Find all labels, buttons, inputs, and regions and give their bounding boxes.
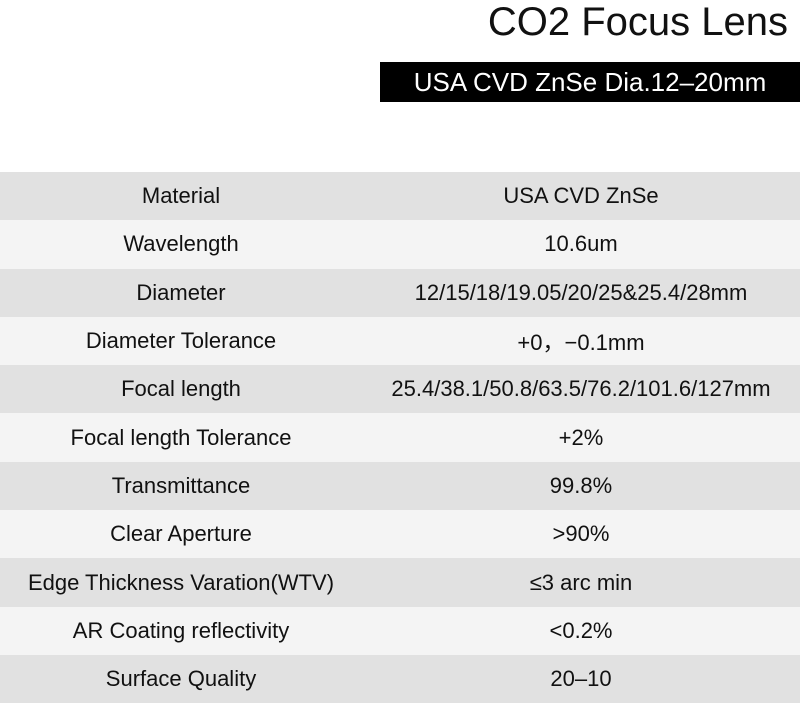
table-row: AR Coating reflectivity <0.2% bbox=[0, 606, 800, 655]
table-row: Focal length 25.4/38.1/50.8/63.5/76.2/101… bbox=[0, 365, 800, 414]
spec-table: Material USA CVD ZnSe Wavelength 10.6um Diam… bbox=[0, 172, 800, 703]
table-row: Wavelength 10.6um bbox=[0, 220, 800, 269]
spec-value: +2% bbox=[558, 424, 604, 450]
spec-name: Diameter Tolerance bbox=[85, 328, 277, 354]
spec-name: Focal length Tolerance bbox=[70, 424, 292, 450]
subtitle: USA CVD ZnSe Dia.12–20mm bbox=[380, 62, 800, 102]
spec-value: <0.2% bbox=[549, 617, 613, 643]
title: CO2 Focus Lens bbox=[487, 0, 788, 44]
spec-name: Material bbox=[141, 183, 221, 209]
spec-value: USA CVD ZnSe bbox=[503, 183, 659, 209]
table-row: Surface Quality 20–10 bbox=[0, 654, 800, 703]
spec-name: Surface Quality bbox=[105, 666, 257, 692]
spec-name: Transmittance bbox=[111, 472, 251, 498]
spec-name: Clear Aperture bbox=[110, 521, 252, 547]
spec-value: 10.6um bbox=[544, 231, 618, 257]
spec-value: >90% bbox=[552, 521, 610, 547]
spec-value: ≤3 arc min bbox=[529, 569, 633, 595]
table-row: Clear Aperture >90% bbox=[0, 510, 800, 559]
table-row: Transmittance 99.8% bbox=[0, 461, 800, 511]
spec-name: Edge Thickness Varation(WTV) bbox=[27, 569, 335, 595]
spec-name: Focal length bbox=[121, 376, 241, 402]
spec-name: Diameter bbox=[136, 279, 226, 305]
spec-value: 99.8% bbox=[549, 472, 613, 498]
table-row: Edge Thickness Varation(WTV) ≤3 arc min bbox=[0, 558, 800, 607]
spec-name: AR Coating reflectivity bbox=[72, 617, 290, 643]
spec-value: 25.4/38.1/50.8/63.5/76.2/101.6/127mm bbox=[391, 376, 771, 402]
spec-name: Wavelength bbox=[123, 231, 239, 257]
table-row: Focal length Tolerance +2% bbox=[0, 413, 800, 462]
table-row: Diameter Tolerance +0，−0.1mm bbox=[0, 316, 800, 366]
spec-value: 20–10 bbox=[550, 666, 612, 692]
table-row: Material USA CVD ZnSe bbox=[0, 172, 800, 221]
spec-value: 12/15/18/19.05/20/25&25.4/28mm bbox=[414, 279, 748, 305]
spec-value: +0，−0.1mm bbox=[517, 330, 645, 356]
table-row: Diameter 12/15/18/19.05/20/25&25.4/28mm bbox=[0, 268, 800, 317]
